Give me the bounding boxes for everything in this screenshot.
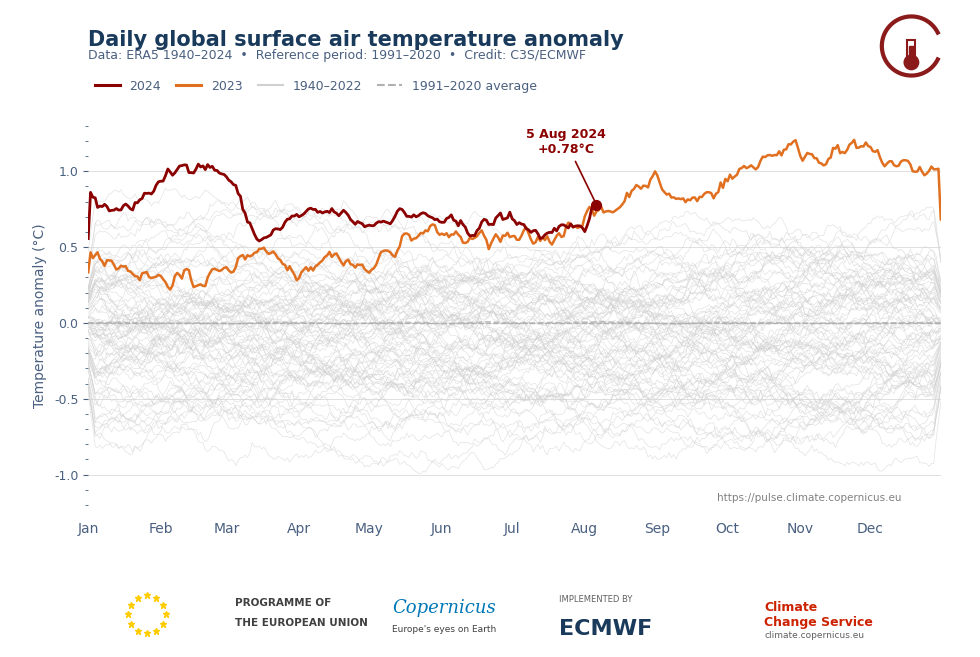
Text: Copernicus: Copernicus [392, 599, 496, 617]
Text: Europe's eyes on Earth: Europe's eyes on Earth [392, 625, 496, 635]
Text: Data: ERA5 1940–2024  •  Reference period: 1991–2020  •  Credit: C3S/ECMWF: Data: ERA5 1940–2024 • Reference period:… [88, 49, 586, 62]
Text: 5 Aug 2024
+0.78°C: 5 Aug 2024 +0.78°C [526, 128, 606, 202]
Bar [907, 40, 915, 62]
Point [589, 200, 605, 210]
Text: IMPLEMENTED BY: IMPLEMENTED BY [559, 595, 632, 604]
Bar [906, 39, 916, 62]
Text: ECMWF: ECMWF [559, 619, 652, 639]
Y-axis label: Temperature anomaly (°C): Temperature anomaly (°C) [33, 223, 47, 408]
Text: Change Service: Change Service [764, 616, 873, 629]
Text: Daily global surface air temperature anomaly: Daily global surface air temperature ano… [88, 30, 624, 49]
Text: THE EUROPEAN UNION: THE EUROPEAN UNION [235, 618, 368, 627]
Text: PROGRAMME OF: PROGRAMME OF [235, 598, 331, 608]
Text: Climate: Climate [764, 601, 817, 614]
Bar [908, 46, 914, 60]
Legend: 2024, 2023, 1940–2022, 1991–2020 average: 2024, 2023, 1940–2022, 1991–2020 average [89, 76, 542, 99]
Text: climate.copernicus.eu: climate.copernicus.eu [764, 631, 864, 640]
Circle shape [905, 55, 918, 70]
Text: https://pulse.climate.copernicus.eu: https://pulse.climate.copernicus.eu [717, 493, 902, 503]
